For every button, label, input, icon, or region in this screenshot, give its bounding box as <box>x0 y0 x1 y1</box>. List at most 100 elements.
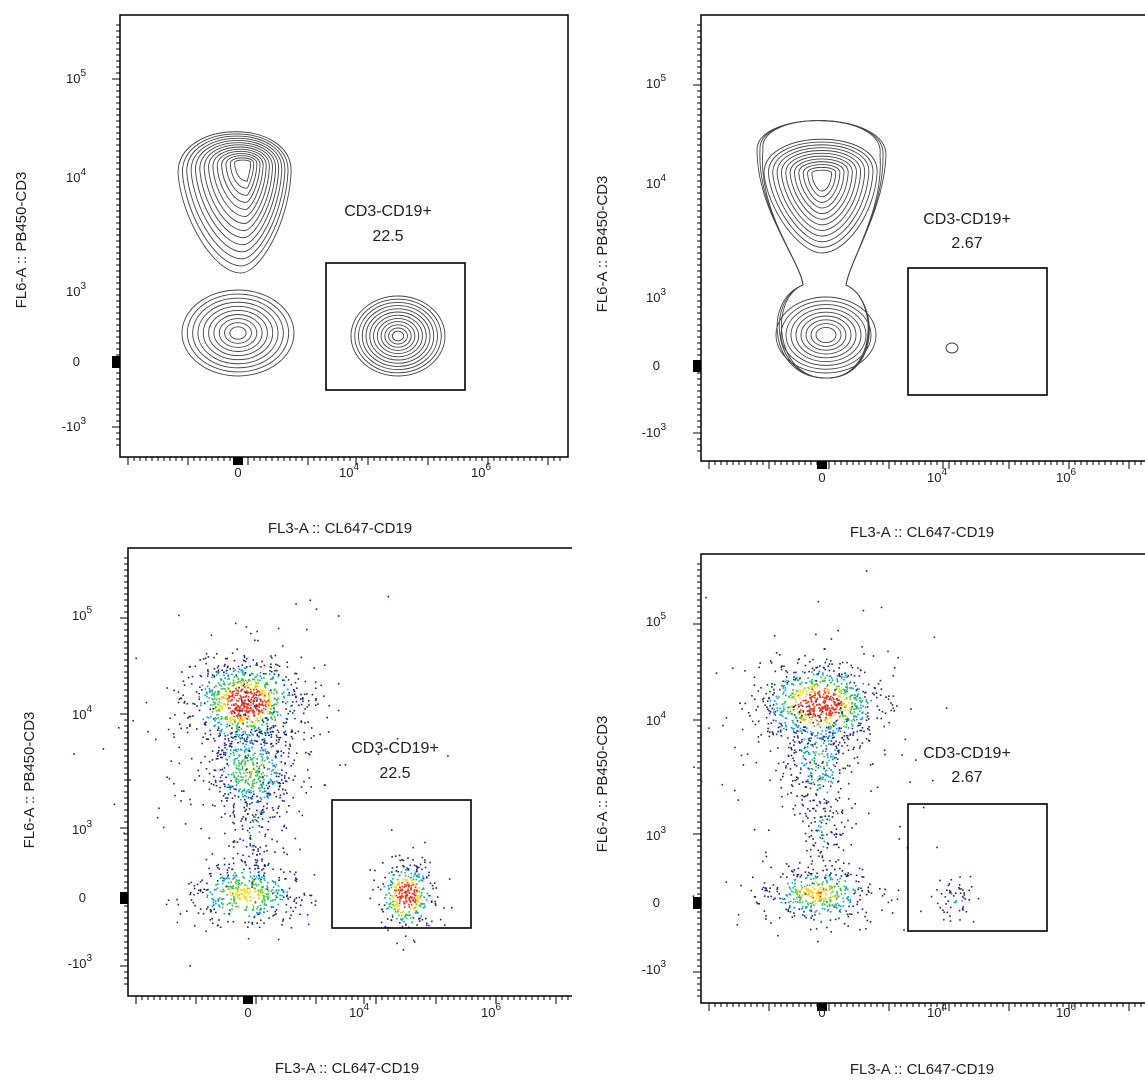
event-dot <box>751 695 753 697</box>
event-dot <box>812 868 815 871</box>
event-dot <box>411 896 414 899</box>
event-dot <box>293 873 296 876</box>
event-dot <box>860 669 862 672</box>
event-dot <box>211 917 214 920</box>
event-dot <box>218 701 221 703</box>
event-dot <box>408 914 410 916</box>
event-dot <box>310 894 313 897</box>
event-dot <box>821 680 824 683</box>
event-dot <box>292 797 294 799</box>
event-dot <box>742 764 745 766</box>
event-dot <box>247 893 250 895</box>
event-dot <box>779 725 781 728</box>
event-dot <box>801 715 803 717</box>
event-dot <box>390 880 392 882</box>
event-dot <box>294 672 296 675</box>
event-dot <box>772 733 775 736</box>
event-dot <box>830 780 832 783</box>
event-dot <box>799 901 801 904</box>
event-dot <box>883 893 886 895</box>
event-dot <box>215 902 217 905</box>
event-dot <box>224 735 227 737</box>
event-dot <box>197 892 199 895</box>
gate-box[interactable] <box>907 267 1048 396</box>
event-dot <box>837 674 839 677</box>
event-dot <box>400 919 403 921</box>
gate-box[interactable] <box>325 262 466 391</box>
event-dot <box>816 684 819 686</box>
event-dot <box>240 683 242 686</box>
y-zero-tick-cluster <box>120 892 128 904</box>
contour-line-cd19-population <box>384 324 412 348</box>
event-dot <box>404 878 407 881</box>
y-tick-label-1e4: 104 <box>66 167 86 185</box>
event-dot <box>390 884 393 886</box>
event-dot <box>403 906 406 908</box>
event-dot <box>804 746 806 749</box>
event-dot <box>959 892 962 895</box>
event-dot <box>260 878 262 881</box>
gate-box[interactable] <box>331 799 472 929</box>
event-dot <box>892 707 895 709</box>
event-dot <box>837 791 840 793</box>
event-dot <box>810 772 813 775</box>
event-dot <box>303 894 306 896</box>
event-dot <box>802 692 804 694</box>
event-dot <box>826 694 828 697</box>
event-dot <box>829 731 832 734</box>
event-dot <box>282 722 285 724</box>
event-dot <box>416 890 418 893</box>
event-dot <box>843 721 846 723</box>
event-dot <box>409 877 412 879</box>
event-dot <box>251 678 254 680</box>
event-dot <box>807 874 809 877</box>
event-dot <box>784 717 787 719</box>
event-dot <box>858 688 860 691</box>
event-dot <box>223 703 226 706</box>
event-dot <box>214 707 216 709</box>
event-dot <box>861 646 863 648</box>
event-dot <box>237 905 239 908</box>
y-axis-label: FL6-A :: PB450-CD3 <box>21 712 38 849</box>
event-dot <box>245 817 247 820</box>
event-dot <box>250 728 253 731</box>
event-dot <box>819 704 821 706</box>
event-dot <box>798 783 801 785</box>
event-dot <box>210 634 213 636</box>
event-dot <box>398 874 400 877</box>
event-dot <box>211 905 214 907</box>
event-dot <box>810 917 812 919</box>
event-dot <box>806 884 809 887</box>
event-dot <box>765 889 767 891</box>
event-dot <box>267 782 269 785</box>
event-dot <box>787 908 789 911</box>
event-dot <box>823 690 826 692</box>
event-dot <box>232 751 235 754</box>
event-dot <box>225 797 227 799</box>
event-dot <box>394 886 396 888</box>
event-dot <box>830 720 833 723</box>
event-dot <box>835 724 837 726</box>
event-dot <box>958 886 960 889</box>
event-dot <box>785 894 787 896</box>
event-dot <box>247 796 250 799</box>
event-dot <box>288 805 290 807</box>
event-dot <box>232 874 235 877</box>
event-dot <box>255 801 258 803</box>
event-dot <box>228 863 230 866</box>
event-dot <box>802 711 805 713</box>
event-dot <box>256 717 259 719</box>
event-dot <box>810 889 812 891</box>
event-dot <box>236 694 238 697</box>
event-dot <box>793 714 796 716</box>
event-dot <box>810 737 812 739</box>
event-dot <box>796 735 799 737</box>
event-dot <box>909 781 911 783</box>
contour-line-cd19-population <box>369 311 427 361</box>
event-dot <box>839 833 841 836</box>
event-dot <box>238 706 240 708</box>
event-dot <box>205 930 207 933</box>
event-dot <box>245 819 247 821</box>
event-dot <box>244 891 246 894</box>
event-dot <box>245 740 248 742</box>
